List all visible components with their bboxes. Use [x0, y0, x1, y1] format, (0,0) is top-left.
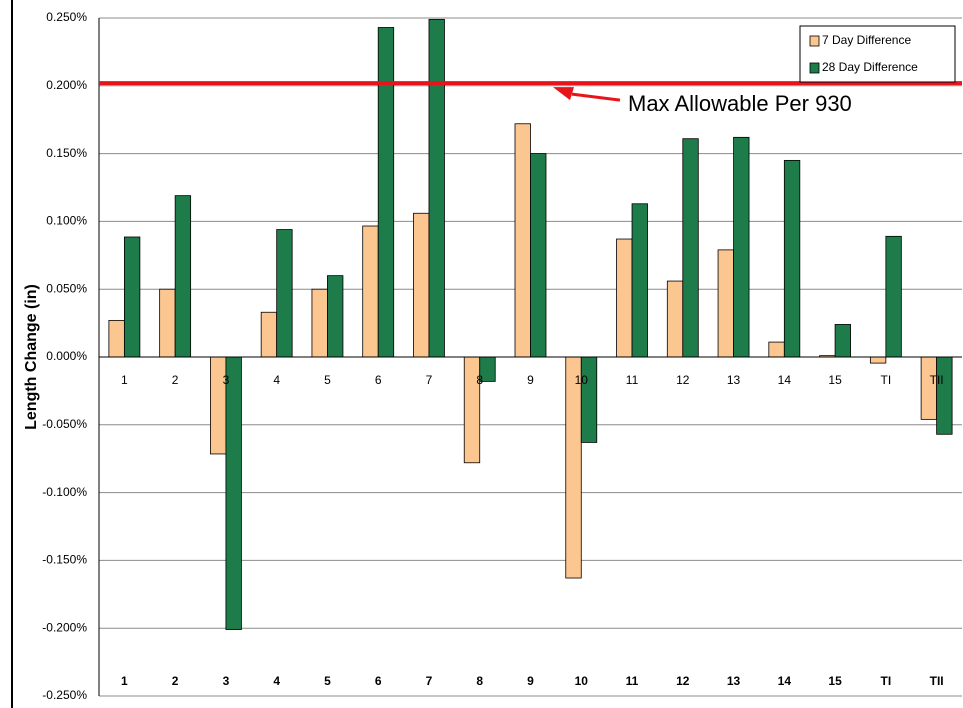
legend-swatch: [809, 35, 820, 47]
x-tick-label: 9: [527, 373, 534, 387]
y-tick-label: -0.100%: [42, 485, 87, 499]
bar: [936, 356, 953, 435]
x-tick-label-bottom: 14: [778, 674, 792, 688]
bar: [666, 280, 684, 358]
legend-box: [799, 25, 956, 83]
bar: [514, 123, 531, 358]
bar: [377, 27, 395, 358]
x-tick-label-bottom: TII: [930, 674, 944, 688]
bar: [631, 203, 648, 358]
threshold-label: Max Allowable Per 930: [628, 91, 852, 116]
x-tick-label: 5: [324, 373, 331, 387]
x-tick-label: 7: [426, 373, 433, 387]
bar: [311, 288, 328, 358]
y-tick-label: 0.000%: [46, 349, 87, 363]
y-tick-label: -0.250%: [42, 688, 87, 702]
bar: [327, 275, 344, 358]
bar: [834, 324, 851, 358]
bar: [869, 356, 887, 364]
y-tick-label: -0.150%: [42, 553, 87, 567]
x-tick-label-bottom: 12: [676, 674, 690, 688]
x-tick-label: TII: [930, 373, 944, 387]
x-tick-label-bottom: 5: [324, 674, 331, 688]
x-tick-label: 12: [676, 373, 690, 387]
x-tick-label-bottom: 9: [527, 674, 534, 688]
bar: [768, 341, 785, 358]
x-tick-label-bottom: 13: [727, 674, 741, 688]
bar: [580, 356, 598, 443]
bar: [413, 212, 430, 358]
x-tick-label-bottom: 4: [273, 674, 280, 688]
x-tick-label-bottom: 3: [223, 674, 230, 688]
bar: [108, 319, 125, 358]
x-tick-label-bottom: 7: [426, 674, 433, 688]
bar: [174, 195, 192, 358]
bar: [565, 356, 582, 579]
y-tick-label: -0.050%: [42, 417, 87, 431]
y-tick-label: 0.150%: [46, 146, 87, 160]
bar: [717, 249, 734, 358]
legend-swatch: [809, 62, 820, 74]
x-tick-label: 4: [273, 373, 280, 387]
bar: [260, 311, 278, 358]
x-tick-label-bottom: 1: [121, 674, 128, 688]
legend-label: 28 Day Difference: [822, 60, 918, 74]
bar: [885, 235, 902, 358]
bar: [210, 356, 227, 455]
x-tick-label: 2: [172, 373, 179, 387]
bar: [682, 138, 699, 358]
bar: [783, 159, 801, 358]
bar: [920, 356, 938, 420]
bar: [225, 356, 242, 630]
x-tick-label: 8: [476, 373, 483, 387]
bar: [530, 153, 547, 358]
y-axis-label: Length Change (in): [23, 284, 40, 430]
x-tick-label-bottom: 15: [828, 674, 842, 688]
x-tick-label: 14: [778, 373, 792, 387]
bar: [159, 288, 176, 358]
x-tick-label: 3: [223, 373, 230, 387]
x-tick-label: 10: [575, 373, 589, 387]
bar: [616, 238, 633, 358]
bar: [428, 18, 445, 358]
x-tick-label-bottom: 10: [575, 674, 589, 688]
threshold-arrow: [571, 92, 621, 102]
x-tick-label-bottom: 11: [626, 674, 639, 688]
x-tick-label: 15: [828, 373, 842, 387]
bar: [123, 236, 141, 358]
x-tick-label: 11: [626, 373, 639, 387]
legend-label: 7 Day Difference: [822, 33, 911, 47]
x-tick-label-bottom: 6: [375, 674, 382, 688]
x-tick-label-bottom: TI: [881, 674, 892, 688]
x-tick-label: 13: [727, 373, 741, 387]
x-tick-label-bottom: 2: [172, 674, 179, 688]
x-tick-label: TI: [881, 373, 892, 387]
y-tick-label: 0.250%: [46, 10, 87, 24]
threshold-arrowhead: [553, 87, 574, 101]
x-tick-label: 1: [121, 373, 128, 387]
y-tick-label: -0.200%: [42, 620, 87, 634]
bar: [276, 229, 293, 358]
bar: [733, 136, 750, 358]
y-tick-label: 0.200%: [46, 78, 87, 92]
x-tick-label: 6: [375, 373, 382, 387]
bar: [362, 225, 379, 358]
x-tick-label-bottom: 8: [476, 674, 483, 688]
y-tick-label: 0.050%: [46, 281, 87, 295]
y-tick-label: 0.100%: [46, 214, 87, 228]
